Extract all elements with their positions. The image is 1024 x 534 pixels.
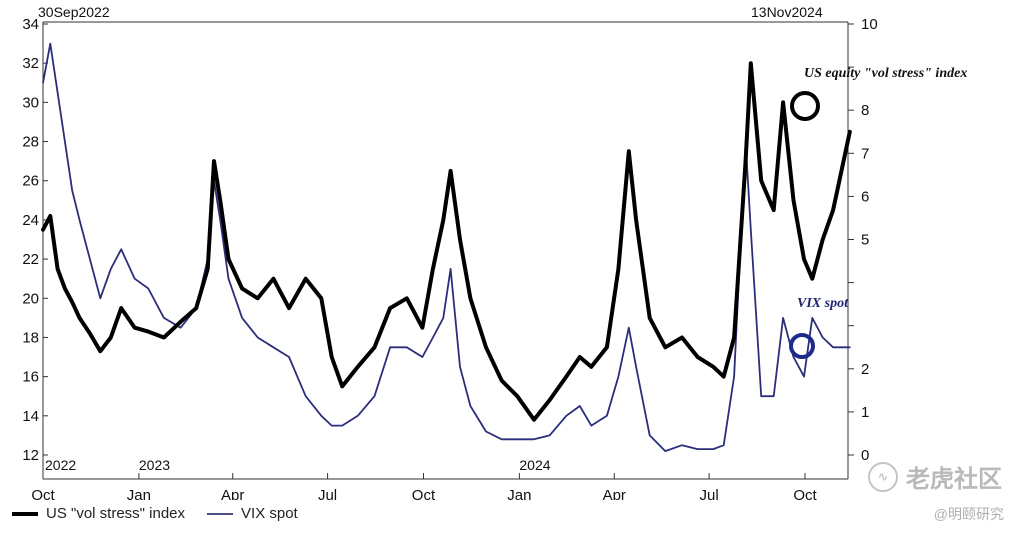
annotations: US equity "vol stress" index VIX spot (789, 66, 967, 359)
x-tick-label: Oct (793, 487, 817, 500)
y-left-tick-label: 18 (22, 329, 39, 346)
y-left-tick-label: 20 (22, 290, 39, 307)
y-left-tick-label: 16 (22, 369, 39, 386)
y-left-tick-label: 26 (22, 173, 39, 190)
y-right-tick-label: 5 (861, 232, 869, 249)
watermark-text: 老虎社区 (906, 466, 1002, 493)
legend-item-vol-stress: US "vol stress" index (12, 505, 185, 522)
plot-frame (42, 21, 849, 480)
y-right-tick-label: 2 (861, 361, 869, 378)
series-vol-stress-line (41, 61, 852, 422)
y-axis-right: 0 1 2 5 6 7 8 10 (848, 16, 878, 464)
y-right-tick-label: 10 (861, 16, 878, 33)
y-right-tick-label: 0 (861, 447, 869, 464)
legend-swatch-vix-spot (207, 512, 234, 515)
x-tick-label: Apr (221, 487, 244, 500)
watermark-sub: @明颐研究 (934, 504, 1004, 524)
y-left-tick-label: 12 (22, 447, 39, 464)
year-label: 2024 (519, 457, 550, 473)
year-label: 2023 (139, 457, 170, 473)
watermark-sub-text: @明颐研究 (933, 506, 1004, 522)
y-right-tick-label: 7 (861, 145, 869, 162)
series-vix-spot-line (42, 42, 851, 452)
y-left-tick-label: 14 (22, 408, 39, 425)
y-left-tick-label: 32 (22, 55, 39, 72)
y-left-tick-label: 28 (22, 134, 39, 151)
x-tick-label: Jul (318, 487, 337, 500)
end-date-label: 13Nov2024 (751, 4, 823, 20)
x-tick-label: Jul (700, 487, 719, 500)
x-tick-label: Oct (412, 487, 436, 500)
y-right-tick-label: 8 (861, 102, 869, 119)
legend-swatch-vol-stress (12, 511, 38, 516)
vix-spot-marker (789, 333, 815, 359)
x-tick-label: Jan (507, 487, 531, 500)
watermark: ∿ 老虎社区 (868, 459, 1002, 494)
legend-item-vix-spot: VIX spot (207, 505, 298, 522)
y-right-tick-label: 1 (861, 404, 869, 421)
year-labels: 2022 2023 2024 (45, 457, 551, 473)
y-right-tick-label: 6 (861, 188, 869, 205)
year-label: 2022 (45, 457, 76, 473)
legend-label-vix-spot: VIX spot (241, 505, 298, 522)
y-axis-left: 12 14 16 18 20 22 24 26 28 30 32 34 (22, 16, 48, 464)
y-left-tick-label: 22 (22, 251, 39, 268)
vol-stress-marker (790, 91, 820, 121)
series-layer (41, 42, 852, 452)
annotation-vix-spot: VIX spot (797, 296, 849, 311)
legend: US "vol stress" index VIX spot (12, 505, 298, 522)
x-tick-label: Jan (127, 487, 151, 500)
watermark-logo-icon: ∿ (868, 461, 898, 492)
x-tick-label: Apr (603, 487, 626, 500)
legend-label-vol-stress: US "vol stress" index (46, 505, 186, 522)
y-left-tick-label: 30 (22, 94, 39, 111)
y-left-tick-label: 34 (22, 16, 39, 33)
date-range-labels: 30Sep2022 13Nov2024 (38, 4, 823, 20)
annotation-vol-stress: US equity "vol stress" index (804, 66, 967, 81)
x-tick-label: Oct (31, 487, 55, 500)
start-date-label: 30Sep2022 (38, 4, 110, 20)
x-axis: Oct Jan Apr Jul Oct Jan Apr Jul Oct (31, 473, 817, 500)
chart: Oct Jan Apr Jul Oct Jan Apr Jul Oct 2022 2023 2024… (22, 4, 967, 500)
y-left-tick-label: 24 (22, 212, 39, 229)
